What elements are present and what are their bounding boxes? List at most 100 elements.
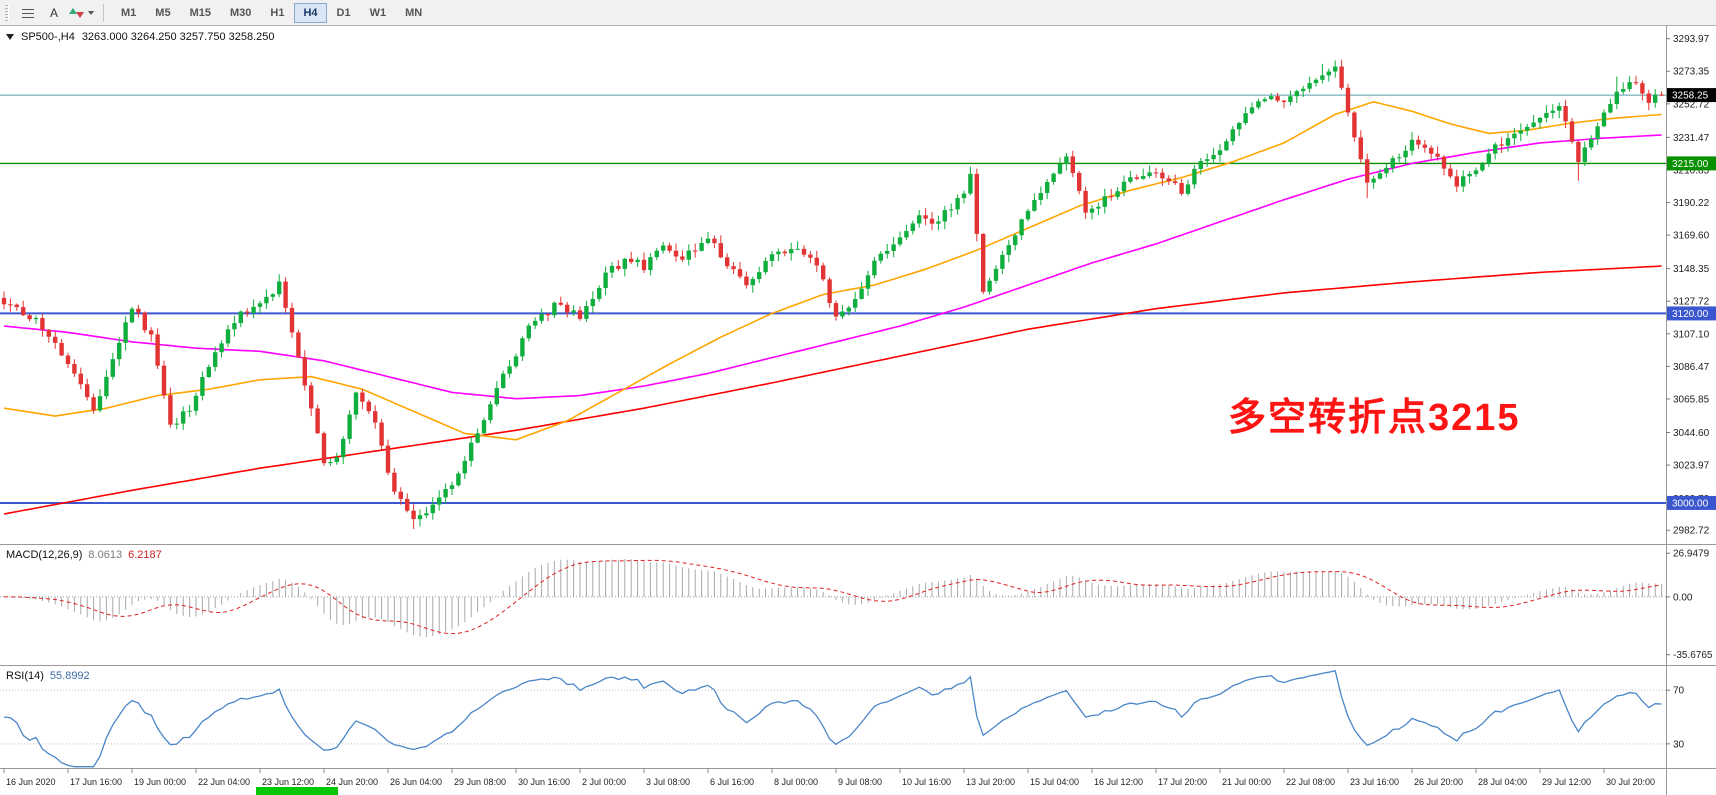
svg-text:3086.47: 3086.47 [1673, 362, 1710, 373]
timeframe-button-h1[interactable]: H1 [261, 3, 293, 23]
time-label: 21 Jul 00:00 [1222, 777, 1271, 787]
time-label: 10 Jul 16:00 [902, 777, 951, 787]
chart-ohlc-values: 3263.000 3264.250 3257.750 3258.250 [81, 31, 275, 43]
bottom-green-bar [256, 787, 338, 795]
timeframe-button-m30[interactable]: M30 [221, 3, 260, 23]
macd-histogram [9, 559, 1663, 637]
ma-slow-line [3, 265, 1662, 515]
svg-text:30: 30 [1673, 739, 1685, 750]
time-label: 8 Jul 00:00 [774, 777, 818, 787]
time-label: 22 Jul 08:00 [1286, 777, 1335, 787]
price-badge-3120.00[interactable]: 3120.00 [1667, 306, 1716, 321]
shapes-tool-icon [69, 7, 85, 19]
time-label: 29 Jul 12:00 [1542, 777, 1591, 787]
svg-text:3169.60: 3169.60 [1673, 231, 1710, 242]
svg-text:3000.00: 3000.00 [1672, 498, 1709, 509]
macd-name: MACD(12,26,9) [6, 549, 83, 561]
main-chart-panel: SP500-,H4 3263.000 3264.250 3257.750 325… [0, 26, 1716, 544]
svg-text:3215.00: 3215.00 [1672, 159, 1709, 170]
timeframe-button-m5[interactable]: M5 [146, 3, 179, 23]
timeframe-button-m1[interactable]: M1 [112, 3, 145, 23]
time-label: 30 Jun 16:00 [518, 777, 570, 787]
time-label: 23 Jul 16:00 [1350, 777, 1399, 787]
time-axis-canvas: 16 Jun 2020 17 Jun 16:00 19 Jun 00:00 22 Ju… [3, 769, 1667, 795]
svg-text:3252.72: 3252.72 [1673, 99, 1710, 110]
rsi-line [3, 669, 1662, 768]
macd-panel: MACD(12,26,9) 8.0613 6.2187 26.9479 0.00 -… [0, 544, 1716, 665]
price-badge-3000.00[interactable]: 3000.00 [1667, 495, 1716, 510]
toolbar: A M1 M5 M15 M30 H1 H4 D1 W1 MN [0, 0, 1716, 26]
horizontal-lines-layer[interactable] [0, 162, 1666, 504]
time-label: 28 Jul 04:00 [1478, 777, 1527, 787]
svg-text:3273.35: 3273.35 [1673, 67, 1710, 78]
time-label: 6 Jul 16:00 [710, 777, 754, 787]
lines-tool-button[interactable] [16, 3, 40, 23]
timeframe-button-d1[interactable]: D1 [328, 3, 360, 23]
price-axis: 3293.97 3273.35 3252.72 3231.47 3210.85 3190.… [1666, 26, 1710, 544]
rsi-panel: RSI(14) 55.8992 70 30 [0, 665, 1716, 768]
svg-text:3190.22: 3190.22 [1673, 198, 1710, 209]
toolbar-grip[interactable] [5, 4, 9, 21]
time-label: 29 Jun 08:00 [454, 777, 506, 787]
price-badge-current[interactable]: 3258.25 [1667, 88, 1716, 103]
time-label: 26 Jul 20:00 [1414, 777, 1463, 787]
toolbar-separator [103, 3, 104, 22]
macd-label: MACD(12,26,9) 8.0613 6.2187 [6, 549, 162, 561]
time-label: 15 Jul 04:00 [1030, 777, 1079, 787]
svg-text:-35.6765: -35.6765 [1673, 650, 1713, 661]
svg-text:3293.97: 3293.97 [1673, 34, 1710, 45]
shapes-tool-button[interactable] [68, 3, 95, 23]
time-label: 17 Jun 16:00 [70, 777, 122, 787]
time-label: 23 Jun 12:00 [262, 777, 314, 787]
svg-text:3044.60: 3044.60 [1673, 428, 1710, 439]
candles-layer [1, 59, 1664, 529]
chart-symbol-label: SP500-,H4 [21, 31, 75, 43]
ma-mid-line [3, 134, 1662, 400]
ma-fast-line [3, 100, 1662, 441]
rsi-value: 55.8992 [49, 670, 90, 682]
chevron-down-icon [88, 10, 94, 15]
macd-canvas[interactable]: 26.9479 0.00 -35.6765 [0, 545, 1716, 665]
chart-title: SP500-,H4 3263.000 3264.250 3257.750 325… [6, 31, 275, 43]
svg-text:3065.85: 3065.85 [1673, 394, 1710, 405]
svg-text:0.00: 0.00 [1673, 592, 1693, 603]
svg-text:26.9479: 26.9479 [1673, 549, 1710, 560]
macd-signal-value: 6.2187 [128, 549, 162, 561]
time-label: 16 Jun 2020 [6, 777, 56, 787]
svg-text:3231.47: 3231.47 [1673, 133, 1710, 144]
time-label: 19 Jun 00:00 [134, 777, 186, 787]
svg-text:3127.72: 3127.72 [1673, 297, 1710, 308]
svg-text:3120.00: 3120.00 [1672, 309, 1709, 320]
rsi-canvas[interactable]: 70 30 [0, 666, 1716, 768]
svg-text:3258.25: 3258.25 [1672, 91, 1709, 102]
time-axis[interactable]: 16 Jun 2020 17 Jun 16:00 19 Jun 00:00 22 Ju… [0, 768, 1716, 795]
lines-tool-icon [21, 7, 35, 19]
timeframe-button-w1[interactable]: W1 [361, 3, 396, 23]
macd-main-value: 8.0613 [88, 549, 123, 561]
collapse-triangle-icon[interactable] [6, 34, 14, 40]
svg-text:3210.85: 3210.85 [1673, 165, 1710, 176]
annotation-text[interactable]: 多空转折点3215 [1228, 397, 1521, 439]
time-label: 22 Jun 04:00 [198, 777, 250, 787]
time-label: 30 Jul 20:00 [1606, 777, 1655, 787]
time-label: 2 Jul 00:00 [582, 777, 626, 787]
time-label: 17 Jul 20:00 [1158, 777, 1207, 787]
svg-text:2982.72: 2982.72 [1673, 526, 1710, 537]
timeframe-button-h4[interactable]: H4 [294, 2, 327, 23]
main-chart-canvas[interactable]: 3293.97 3273.35 3252.72 3231.47 3210.85 3190.… [0, 26, 1716, 544]
svg-text:3107.10: 3107.10 [1673, 329, 1710, 340]
timeframe-button-m15[interactable]: M15 [181, 3, 220, 23]
time-label: 3 Jul 08:00 [646, 777, 690, 787]
time-label: 24 Jun 20:00 [326, 777, 378, 787]
timeframe-group: M1 M5 M15 M30 H1 H4 D1 W1 MN [112, 2, 431, 23]
text-tool-icon: A [49, 5, 58, 20]
text-tool-button[interactable]: A [42, 3, 66, 23]
rsi-name: RSI(14) [6, 670, 44, 682]
time-label: 9 Jul 08:00 [838, 777, 882, 787]
time-label: 13 Jul 20:00 [966, 777, 1015, 787]
svg-text:70: 70 [1673, 686, 1685, 697]
rsi-label: RSI(14) 55.8992 [6, 670, 90, 682]
price-badge-3215.00[interactable]: 3215.00 [1667, 156, 1716, 171]
timeframe-button-mn[interactable]: MN [396, 3, 431, 23]
